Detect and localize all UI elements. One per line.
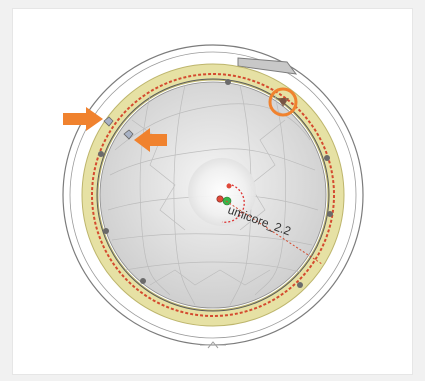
highlight-circle-icon bbox=[268, 87, 298, 117]
highlighted-marker[interactable] bbox=[278, 98, 289, 107]
handle-right[interactable] bbox=[324, 155, 330, 161]
outer-reference-ring-2 bbox=[69, 51, 357, 339]
handle-left-lower[interactable] bbox=[103, 228, 109, 234]
annotation-arrow-left bbox=[63, 107, 103, 131]
handle-diamond-top[interactable] bbox=[103, 116, 114, 127]
pivot-red-dot[interactable] bbox=[226, 183, 232, 189]
bottom-artifact bbox=[200, 341, 226, 349]
pivot-origin[interactable] bbox=[216, 195, 224, 203]
handle-right-lower[interactable] bbox=[327, 211, 333, 217]
annotation-arrow-right bbox=[134, 128, 167, 152]
handle-top[interactable] bbox=[225, 79, 231, 85]
mesh-texture bbox=[107, 84, 319, 306]
arrow-right-icon bbox=[63, 107, 103, 131]
handle-diamond-bottom[interactable] bbox=[123, 129, 134, 140]
dark-inner-ring bbox=[96, 78, 330, 312]
yellow-ring bbox=[82, 64, 344, 326]
arrow-left-icon bbox=[134, 128, 167, 152]
top-bracket bbox=[237, 57, 298, 75]
red-trace-ring bbox=[91, 73, 335, 317]
measurement-line bbox=[225, 200, 323, 265]
center-zone bbox=[188, 158, 256, 226]
left-handles[interactable] bbox=[103, 116, 134, 140]
handle-left[interactable] bbox=[98, 151, 104, 157]
yellow-ring-outer-edge bbox=[81, 63, 345, 327]
pivot-green-dot[interactable] bbox=[222, 196, 232, 206]
handle-bottom-right[interactable] bbox=[297, 282, 303, 288]
yellow-ring-inner-edge bbox=[97, 79, 329, 311]
rotation-gizmo-arc[interactable] bbox=[221, 183, 245, 223]
handle-bottom-left[interactable] bbox=[140, 278, 146, 284]
